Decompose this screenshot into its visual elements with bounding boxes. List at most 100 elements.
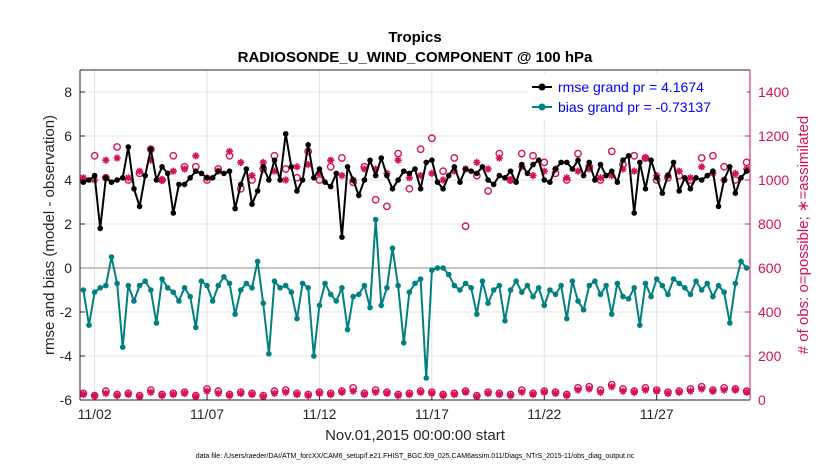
bias-point <box>344 326 351 333</box>
bias-point <box>558 282 564 289</box>
rmse-point <box>299 177 306 183</box>
bias-point <box>350 293 356 300</box>
bias-point <box>114 280 120 287</box>
obs-assimilated-marker <box>293 163 301 171</box>
bias-point <box>659 282 666 289</box>
x-axis-ticks: 11/02 11/07 11/12 11/17 11/22 11/27 <box>78 395 674 422</box>
bias-point <box>294 315 300 322</box>
rmse-point <box>400 168 407 174</box>
rmse-point <box>215 168 222 174</box>
obs-assimilated-marker <box>180 389 189 397</box>
rmse-point <box>552 166 559 172</box>
obs-possible-marker <box>529 151 537 160</box>
rmse-point <box>86 177 92 183</box>
obs-assimilated-marker <box>293 390 301 399</box>
obs-possible-marker <box>439 167 448 176</box>
obs-assimilated-marker <box>473 158 481 166</box>
obs-assimilated-marker <box>372 165 380 173</box>
obs-assimilated-marker <box>731 169 739 177</box>
obs-assimilated-marker <box>113 154 121 162</box>
legend-box <box>527 74 747 120</box>
bias-point <box>462 280 469 287</box>
obs-assimilated-marker <box>417 388 425 396</box>
obs-assimilated-marker <box>506 176 515 184</box>
bias-point <box>603 282 609 289</box>
obs-assimilated-marker <box>192 152 200 160</box>
rmse-point <box>209 175 216 181</box>
bias-point <box>687 291 694 298</box>
rmse-point <box>535 157 542 163</box>
bias-point <box>620 293 626 300</box>
rmse-point <box>266 177 272 183</box>
obs-assimilated-marker <box>225 147 234 155</box>
rmse-point <box>485 177 491 183</box>
rmse-point <box>170 210 177 216</box>
y-tick-label: 8 <box>64 84 72 100</box>
rmse-point <box>496 172 503 179</box>
obs-possible-marker <box>338 154 346 162</box>
bias-point <box>440 265 446 271</box>
y-tick-label: 2 <box>64 216 72 232</box>
x-tick-label: 11/12 <box>302 406 336 422</box>
obs-assimilated-marker <box>585 385 593 393</box>
legend: rmse grand pr = 4.1674 bias grand pr = -… <box>527 74 747 120</box>
obs-assimilated-marker <box>574 386 582 394</box>
rmse-point <box>513 179 519 185</box>
rmse-point <box>305 142 312 148</box>
obs-possible-marker <box>607 147 616 156</box>
bias-point <box>355 291 362 298</box>
bias-point <box>726 320 733 326</box>
obs-assimilated-marker <box>158 176 166 184</box>
obs-assimilated-marker <box>237 389 245 397</box>
rmse-point <box>316 166 323 172</box>
bias-point <box>192 324 199 331</box>
obs-assimilated-marker <box>551 389 560 397</box>
bias-point <box>586 282 593 289</box>
obs-assimilated-marker <box>349 387 357 395</box>
bias-point <box>524 282 531 289</box>
obs-assimilated-marker <box>428 389 436 397</box>
rmse-point <box>327 183 334 190</box>
rmse-point <box>563 159 570 166</box>
rmse-point <box>322 179 328 185</box>
bias-point <box>738 258 744 265</box>
rmse-point <box>429 157 435 163</box>
obs-assimilated-marker <box>327 390 335 399</box>
rmse-point <box>558 159 564 166</box>
bias-point <box>153 320 160 326</box>
chart-subtitle: RADIOSONDE_U_WIND_COMPONENT @ 100 hPa <box>238 49 593 66</box>
bias-point <box>429 267 435 274</box>
bias-point <box>108 254 115 260</box>
rmse-point <box>631 210 638 216</box>
rmse-point <box>198 170 205 177</box>
obs-assimilated-marker <box>664 389 672 397</box>
rmse-point <box>260 164 267 170</box>
rmse-point <box>665 172 671 179</box>
bias-point <box>249 285 255 291</box>
rmse-point <box>367 157 373 163</box>
obs-assimilated-marker <box>360 390 369 399</box>
rmse-point <box>462 166 469 172</box>
bias-point <box>181 285 188 291</box>
obs-assimilated-marker <box>653 387 661 395</box>
bias-point <box>423 375 430 381</box>
bias-point <box>732 280 739 287</box>
rmse-point <box>395 177 401 183</box>
rmse-point <box>648 157 654 163</box>
obs-assimilated-marker <box>304 392 312 400</box>
bias-point <box>389 245 396 251</box>
obs-assimilated-marker <box>686 174 695 182</box>
obs-possible-marker <box>371 195 380 204</box>
bias-point <box>237 287 244 293</box>
rmse-point <box>187 175 193 181</box>
obs-assimilated-marker <box>518 388 526 396</box>
obs-assimilated-marker <box>248 390 256 399</box>
rmse-point <box>423 159 430 166</box>
legend-bias-marker <box>538 103 546 111</box>
rmse-point <box>333 170 340 177</box>
bias-point <box>170 289 177 296</box>
bias-point <box>384 285 390 291</box>
bias-point <box>653 276 660 282</box>
obs-assimilated-marker <box>596 388 605 396</box>
rmse-point <box>288 164 295 170</box>
